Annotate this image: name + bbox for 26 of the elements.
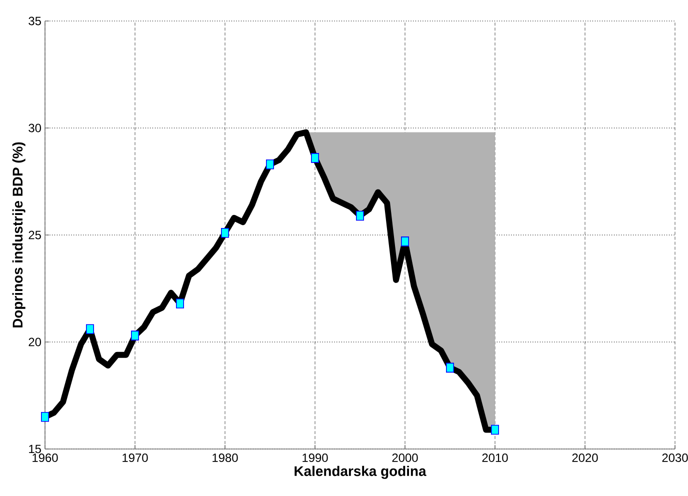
y-axis-title: Doprinos industrije BDP (%) xyxy=(12,142,26,328)
point xyxy=(131,330,139,340)
point xyxy=(356,210,364,221)
point xyxy=(41,412,49,422)
x-tick-label: 2020 xyxy=(572,454,598,462)
x-tick-label: 1990 xyxy=(302,454,328,462)
y-tick-label: 25 xyxy=(28,230,41,240)
x-tick-label: 2030 xyxy=(662,454,688,462)
point xyxy=(401,236,409,246)
y-tick-label: 30 xyxy=(28,124,42,132)
x-tick-label: 2000 xyxy=(392,454,418,462)
x-tick-label: 1980 xyxy=(212,454,238,462)
point xyxy=(176,298,184,308)
y-tick-label: 35 xyxy=(28,16,41,26)
point xyxy=(266,159,274,170)
y-tick-label: 20 xyxy=(28,338,42,346)
x-tick-label: 2010 xyxy=(482,454,508,462)
point xyxy=(446,362,454,373)
point xyxy=(311,153,319,163)
x-tick-label: 1960 xyxy=(32,454,58,462)
point xyxy=(491,424,500,435)
x-axis-title: Kalendarska godina xyxy=(294,466,426,479)
point xyxy=(86,324,94,334)
point xyxy=(221,228,229,238)
y-tick-label: 15 xyxy=(29,444,41,454)
x-tick-label: 1970 xyxy=(122,454,148,462)
